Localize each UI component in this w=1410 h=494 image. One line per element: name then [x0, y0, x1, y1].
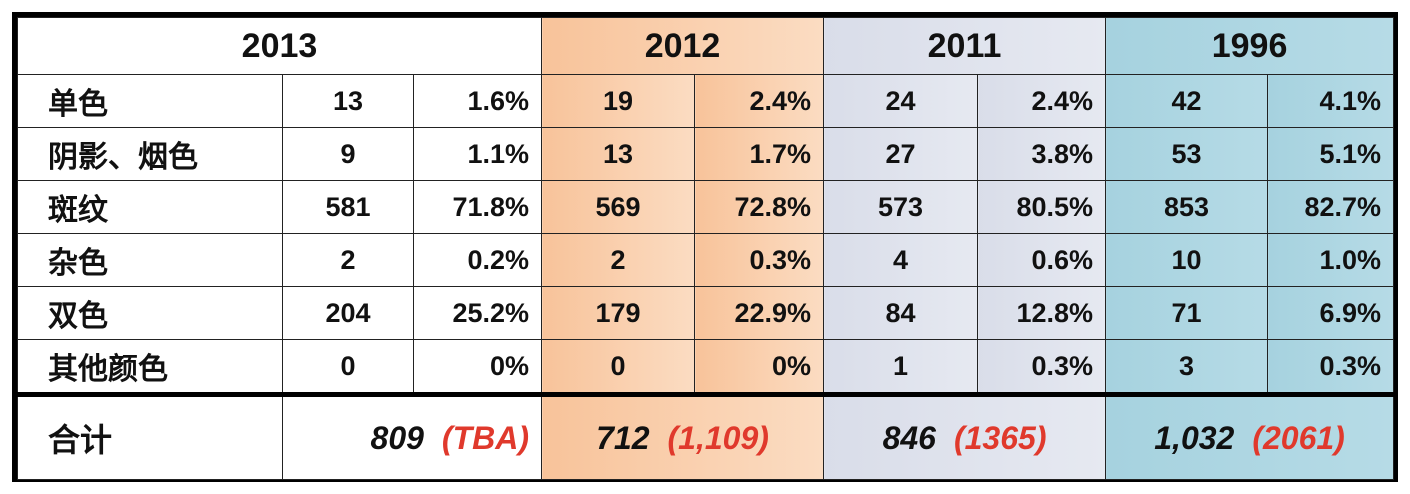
row-label: 阴影、烟色	[17, 127, 283, 181]
count-cell: 581	[282, 180, 414, 234]
count-cell: 3	[1105, 339, 1269, 395]
count-cell: 569	[541, 180, 695, 234]
percent-cell: 4.1%	[1267, 74, 1395, 128]
count-cell: 24	[823, 74, 979, 128]
count-cell: 1	[823, 339, 979, 395]
total-value: 712	[596, 419, 650, 456]
count-cell: 573	[823, 180, 979, 234]
year-header: 1996	[1105, 17, 1395, 75]
count-cell: 10	[1105, 233, 1269, 287]
row-label: 单色	[17, 74, 283, 128]
header-row: 2013 2012 2011 1996	[17, 17, 1395, 75]
percent-cell: 25.2%	[413, 286, 542, 340]
count-cell: 13	[282, 74, 414, 128]
percent-cell: 6.9%	[1267, 286, 1395, 340]
percent-cell: 71.8%	[413, 180, 542, 234]
count-cell: 84	[823, 286, 979, 340]
percent-cell: 72.8%	[693, 180, 825, 234]
percent-cell: 22.9%	[693, 286, 825, 340]
total-note: (TBA)	[441, 419, 529, 456]
percent-cell: 0%	[413, 339, 542, 395]
data-table: 2013 2012 2011 1996 单色 13 1.6% 19 2.4% 24 2.4% 42 4.…	[17, 17, 1395, 480]
percent-cell: 1.7%	[693, 127, 825, 181]
percent-cell: 12.8%	[977, 286, 1107, 340]
percent-cell: 0.3%	[693, 233, 825, 287]
percent-cell: 82.7%	[1267, 180, 1395, 234]
total-note: (2061)	[1252, 419, 1345, 456]
percent-cell: 5.1%	[1267, 127, 1395, 181]
percent-cell: 0%	[693, 339, 825, 395]
percent-cell: 3.8%	[977, 127, 1107, 181]
data-row: 其他颜色 0 0% 0 0% 1 0.3% 3 0.3%	[17, 339, 1395, 395]
count-cell: 2	[541, 233, 695, 287]
year-header: 2013	[17, 17, 542, 75]
percent-cell: 0.2%	[413, 233, 542, 287]
data-row: 单色 13 1.6% 19 2.4% 24 2.4% 42 4.1%	[17, 74, 1395, 128]
percent-cell: 2.4%	[693, 74, 825, 128]
count-cell: 71	[1105, 286, 1269, 340]
data-row: 双色 204 25.2% 179 22.9% 84 12.8% 71 6.9%	[17, 286, 1395, 340]
count-cell: 13	[541, 127, 695, 181]
total-note: (1365)	[953, 419, 1047, 456]
total-note: (1,109)	[667, 419, 769, 456]
total-cell: 1,032 (2061)	[1105, 392, 1395, 480]
total-label: 合计	[17, 392, 283, 480]
count-cell: 53	[1105, 127, 1269, 181]
total-value: 1,032	[1154, 419, 1235, 456]
percent-cell: 1.0%	[1267, 233, 1395, 287]
count-cell: 853	[1105, 180, 1269, 234]
percent-cell: 0.6%	[977, 233, 1107, 287]
total-cell: 809 (TBA)	[282, 392, 542, 480]
count-cell: 204	[282, 286, 414, 340]
count-cell: 0	[282, 339, 414, 395]
year-header: 2012	[540, 17, 825, 75]
data-row: 阴影、烟色 9 1.1% 13 1.7% 27 3.8% 53 5.1%	[17, 127, 1395, 181]
percent-cell: 1.6%	[413, 74, 542, 128]
count-cell: 179	[541, 286, 695, 340]
count-cell: 27	[823, 127, 979, 181]
data-row: 斑纹 581 71.8% 569 72.8% 573 80.5% 853 82.7%	[17, 180, 1395, 234]
percent-cell: 80.5%	[977, 180, 1107, 234]
count-cell: 4	[823, 233, 979, 287]
table-body: 2013 2012 2011 1996 单色 13 1.6% 19 2.4% 24 2.4% 42 4.…	[17, 17, 1395, 480]
percent-cell: 0.3%	[1267, 339, 1395, 395]
total-value: 846	[882, 419, 936, 456]
data-row: 杂色 2 0.2% 2 0.3% 4 0.6% 10 1.0%	[17, 233, 1395, 287]
count-cell: 19	[541, 74, 695, 128]
row-label: 其他颜色	[17, 339, 283, 395]
row-label: 双色	[17, 286, 283, 340]
row-label: 杂色	[17, 233, 283, 287]
total-value: 809	[370, 419, 424, 456]
percent-cell: 0.3%	[977, 339, 1107, 395]
count-cell: 42	[1105, 74, 1269, 128]
total-cell: 712 (1,109)	[540, 392, 825, 480]
table-frame: 2013 2012 2011 1996 单色 13 1.6% 19 2.4% 24 2.4% 42 4.…	[12, 12, 1398, 482]
year-header: 2011	[823, 17, 1107, 75]
count-cell: 9	[282, 127, 414, 181]
percent-cell: 1.1%	[413, 127, 542, 181]
count-cell: 2	[282, 233, 414, 287]
percent-cell: 2.4%	[977, 74, 1107, 128]
total-cell: 846 (1365)	[823, 392, 1107, 480]
total-row: 合计 809 (TBA) 712 (1,109) 846 (1365) 1,032 (2061)	[17, 392, 1395, 480]
row-label: 斑纹	[17, 180, 283, 234]
count-cell: 0	[541, 339, 695, 395]
